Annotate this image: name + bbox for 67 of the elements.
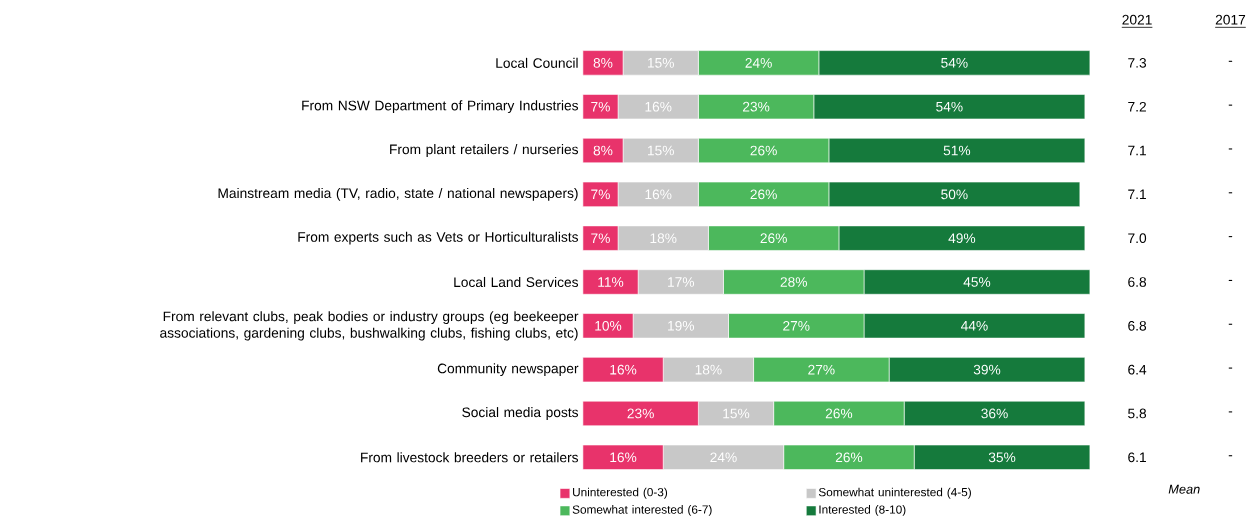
legend-label: Interested (8-10) [819, 505, 906, 516]
data-label: 50% [941, 189, 968, 200]
text: 6.1 [1128, 452, 1146, 463]
y-tick-label: From NSW Department of Primary Industries [302, 100, 579, 114]
legend-label: Somewhat interested (6-7) [572, 505, 712, 516]
data-label: 23% [742, 101, 770, 112]
text: 6.4 [1128, 364, 1147, 375]
data-label: 45% [963, 277, 991, 287]
y-tick-label: Mainstream media (TV, radio, state / national newspapers) [218, 188, 578, 201]
data-label: 10% [595, 321, 622, 331]
y-tick-label: From plant retailers / nurseries [390, 144, 579, 158]
data-label: 54% [941, 58, 968, 68]
data-label: 51% [943, 145, 971, 156]
y-tick-label: Social media posts [462, 407, 579, 420]
text: 6.8 [1128, 321, 1147, 331]
text: Mean [1168, 484, 1200, 494]
text: 2017 [1215, 14, 1246, 25]
y-tick-label: From livestock breeders or retailers [361, 452, 579, 463]
data-label: 35% [988, 452, 1016, 463]
y-tick-label: From experts such as Vets or Horticulturalists [298, 231, 579, 245]
data-label: 27% [783, 321, 810, 331]
data-label: 49% [948, 233, 976, 244]
text: - [1228, 323, 1233, 325]
data-label: 26% [750, 145, 777, 156]
data-label: 7% [591, 189, 610, 200]
text: 5.8 [1128, 408, 1147, 419]
y-tick-label: Local Land Services [454, 277, 579, 288]
text: 7.1 [1128, 145, 1146, 156]
data-label: 7% [591, 101, 610, 112]
text: 7.3 [1128, 58, 1147, 68]
data-label: 44% [960, 321, 988, 331]
text: 7.1 [1128, 189, 1146, 200]
data-label: 39% [973, 364, 1001, 375]
text: - [1228, 104, 1233, 106]
text: - [1228, 192, 1233, 194]
data-label: 23% [627, 408, 654, 419]
text: - [1228, 367, 1233, 369]
legend-label: Uninterested (0-3) [573, 487, 668, 499]
text: 6.8 [1128, 277, 1147, 287]
text: - [1228, 411, 1233, 413]
data-label: 8% [593, 58, 613, 68]
y-tick-label: Community newspaper [437, 363, 579, 377]
data-label: 27% [808, 364, 835, 375]
data-label: 26% [760, 233, 787, 244]
text: - [1228, 236, 1233, 238]
data-label: 26% [825, 408, 853, 419]
y-tick-label: Local Council [496, 57, 578, 68]
data-label: 16% [610, 452, 637, 463]
data-label: 11% [598, 277, 624, 287]
data-label: 28% [780, 277, 807, 287]
data-label: 7% [591, 233, 610, 244]
text: 7.2 [1128, 101, 1146, 112]
y-tick-label: From relevant clubs, peak bodies or industry groups (eg beekeeper associations, gardening clubs, bushwalking clubs, fishing clubs, etc) [160, 311, 579, 341]
data-label: 16% [610, 364, 637, 375]
data-label: 8% [593, 145, 613, 156]
data-label: 36% [981, 408, 1008, 419]
legend-label: Somewhat uninterested (4-5) [818, 487, 971, 499]
text: - [1228, 60, 1233, 62]
text: - [1228, 148, 1233, 150]
data-label: 26% [750, 189, 777, 200]
text: - [1228, 279, 1233, 282]
text: 2021 [1122, 14, 1152, 25]
text: - [1228, 455, 1233, 457]
data-label: 26% [835, 452, 863, 463]
data-label: 24% [745, 58, 772, 68]
text: 7.0 [1128, 233, 1147, 244]
data-label: 54% [936, 101, 963, 112]
